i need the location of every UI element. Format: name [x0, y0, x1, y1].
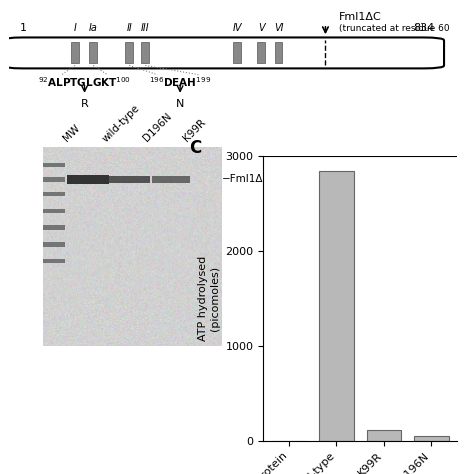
Bar	[89, 42, 97, 64]
Text: V: V	[258, 23, 264, 33]
Bar	[414, 436, 448, 441]
Bar	[71, 42, 79, 64]
Bar	[141, 42, 149, 64]
Text: D196N: D196N	[141, 111, 173, 144]
Text: I: I	[74, 23, 77, 33]
Text: 1: 1	[19, 23, 27, 33]
Text: VI: VI	[274, 23, 283, 33]
Bar	[43, 209, 65, 213]
Text: MW: MW	[61, 123, 82, 144]
Bar	[67, 175, 109, 184]
Text: IV: IV	[233, 23, 242, 33]
Bar	[233, 42, 241, 64]
Y-axis label: ATP hydrolysed
(picomoles): ATP hydrolysed (picomoles)	[198, 256, 219, 341]
Text: C: C	[189, 139, 201, 157]
Bar	[43, 242, 65, 246]
Text: R: R	[81, 99, 89, 109]
Text: wild-type: wild-type	[100, 102, 141, 144]
Text: −Fml1ΔC: −Fml1ΔC	[222, 174, 271, 184]
Text: Fml1ΔC: Fml1ΔC	[339, 12, 382, 22]
Bar	[43, 163, 65, 167]
Bar	[152, 176, 190, 182]
Bar	[367, 430, 401, 441]
Bar	[43, 259, 65, 263]
Text: $^{196}$DEAH$^{199}$: $^{196}$DEAH$^{199}$	[149, 75, 211, 89]
Text: II: II	[127, 23, 132, 33]
Bar	[319, 171, 354, 441]
Text: N: N	[176, 99, 184, 109]
Text: $^{92}$ALPTGLGKT$^{100}$: $^{92}$ALPTGLGKT$^{100}$	[38, 75, 131, 89]
Bar	[257, 42, 265, 64]
Bar	[43, 192, 65, 197]
Text: K99R: K99R	[182, 118, 208, 144]
Bar	[125, 42, 133, 64]
Text: 834: 834	[413, 23, 434, 33]
Bar	[274, 42, 282, 64]
Text: Ia: Ia	[89, 23, 98, 33]
FancyBboxPatch shape	[3, 37, 444, 68]
Bar	[109, 176, 149, 183]
Text: (truncated at residue 60: (truncated at residue 60	[339, 24, 450, 33]
Bar	[43, 225, 65, 230]
Bar	[43, 177, 65, 182]
Text: III: III	[141, 23, 150, 33]
